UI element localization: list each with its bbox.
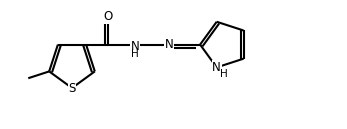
- Text: S: S: [68, 82, 76, 95]
- Text: H: H: [220, 69, 228, 79]
- Text: N: N: [165, 38, 174, 51]
- Text: N: N: [212, 61, 221, 74]
- Text: N: N: [131, 40, 139, 53]
- Text: H: H: [131, 49, 139, 59]
- Text: O: O: [103, 10, 113, 23]
